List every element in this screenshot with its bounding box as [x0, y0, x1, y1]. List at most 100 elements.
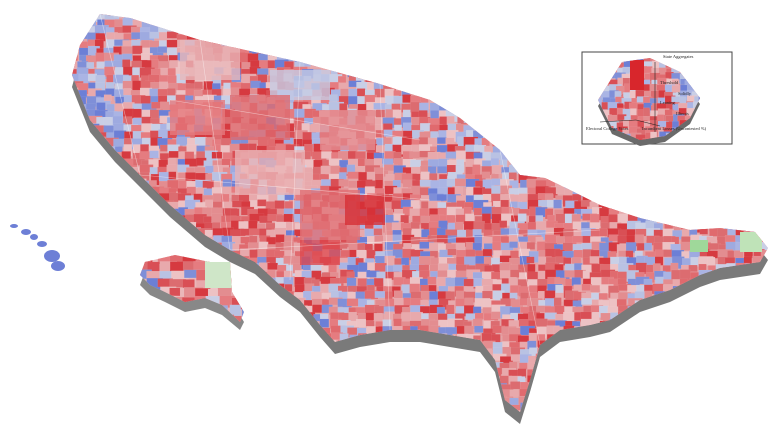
- region-cell: [762, 222, 768, 231]
- region-cell: [672, 159, 682, 171]
- region-cell: [535, 81, 549, 94]
- region-cell: [751, 14, 766, 15]
- region-cell: [428, 354, 439, 362]
- region-cell: [653, 14, 666, 18]
- region-cell: [178, 4, 188, 13]
- region-cell: [636, 14, 651, 23]
- region-cell: [367, 369, 382, 382]
- region-cell: [698, 187, 712, 197]
- region-cell: [545, 374, 558, 385]
- region-cell: [735, 411, 745, 412]
- region-cell: [112, 249, 128, 262]
- region-cell: [293, 381, 308, 392]
- region-cell: [338, 4, 352, 12]
- region-cell: [753, 195, 763, 206]
- region-cell: [706, 346, 717, 360]
- inset-legend: State Aggregates Threshold Solidly Leani…: [581, 51, 733, 146]
- region-cell: [319, 18, 334, 28]
- region-cell: [573, 151, 583, 161]
- region-cell: [707, 382, 723, 394]
- region-cell: [700, 382, 711, 389]
- region-cell: [598, 293, 608, 300]
- region-cell: [113, 276, 127, 284]
- region-cell: [330, 382, 340, 394]
- region-cell: [752, 390, 762, 400]
- region-cell: [617, 33, 631, 45]
- region-cell: [166, 334, 177, 344]
- region-cell: [78, 132, 88, 145]
- region-cell: [122, 404, 134, 412]
- region-cell: [77, 14, 91, 24]
- region-cell: [366, 249, 375, 260]
- region-cell: [103, 355, 114, 364]
- region-cell: [410, 69, 421, 78]
- region-cell: [330, 165, 341, 175]
- region-cell: [751, 353, 764, 365]
- region-cell: [401, 376, 414, 385]
- region-cell: [104, 236, 115, 249]
- region-cell: [130, 14, 140, 20]
- region-cell: [646, 354, 655, 364]
- region-cell: [72, 341, 84, 354]
- region-cell: [276, 334, 287, 348]
- region-cell: [564, 123, 579, 133]
- region-cell: [193, 375, 202, 385]
- region-cell: [474, 374, 488, 382]
- region-cell: [349, 417, 357, 426]
- region-cell: [402, 396, 419, 409]
- region-cell: [626, 326, 636, 334]
- region-cell: [72, 152, 79, 159]
- region-cell: [600, 411, 612, 412]
- region-cell: [72, 165, 83, 176]
- region-cell: [241, 277, 244, 291]
- region-cell: [113, 264, 130, 274]
- region-cell: [214, 14, 230, 21]
- region-cell: [322, 369, 331, 377]
- region-cell: [553, 199, 562, 209]
- region-cell: [526, 117, 538, 128]
- region-cell: [394, 383, 403, 393]
- region-cell: [501, 24, 516, 34]
- region-cell: [526, 242, 536, 250]
- region-cell: [500, 118, 516, 125]
- region-cell: [72, 150, 73, 163]
- region-cell: [383, 369, 395, 381]
- region-cell: [635, 158, 648, 166]
- region-cell: [582, 39, 594, 51]
- region-cell: [123, 348, 138, 362]
- region-cell: [310, 14, 320, 22]
- region-cell: [221, 369, 233, 381]
- region-cell: [72, 14, 75, 24]
- region-cell: [644, 410, 660, 412]
- region-cell: [366, 417, 377, 426]
- region-cell: [384, 55, 399, 68]
- region-cell: [734, 328, 751, 340]
- region-cell: [688, 213, 697, 226]
- region-cell: [475, 409, 485, 412]
- region-cell: [104, 285, 114, 299]
- region-cell: [78, 419, 90, 427]
- region-cell: [72, 377, 82, 387]
- region-cell: [283, 328, 294, 339]
- region-cell: [437, 137, 447, 144]
- region-cell: [231, 25, 240, 35]
- region-cell: [502, 87, 511, 96]
- region-cell: [205, 320, 215, 328]
- region-cell: [139, 318, 148, 332]
- region-cell: [508, 14, 518, 19]
- region-cell: [420, 66, 432, 79]
- region-cell: [400, 54, 414, 66]
- region-cell: [242, 287, 244, 303]
- region-cell: [61, 397, 69, 409]
- region-cell: [437, 61, 446, 71]
- region-cell: [61, 27, 70, 38]
- region-cell: [86, 257, 97, 265]
- region-cell: [734, 186, 745, 197]
- region-cell: [72, 319, 81, 328]
- region-cell: [285, 34, 299, 45]
- region-cell: [473, 32, 488, 41]
- region-cell: [582, 31, 591, 41]
- region-cell: [501, 151, 512, 161]
- region-cell: [752, 220, 767, 228]
- region-cell: [553, 89, 568, 97]
